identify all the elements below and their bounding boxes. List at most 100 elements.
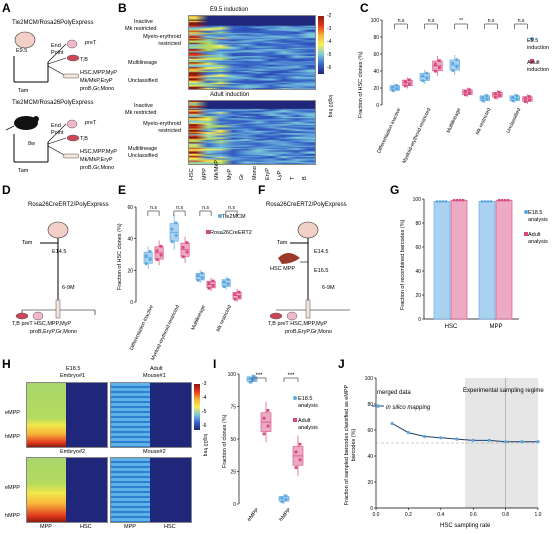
b-col-label: Mono	[252, 166, 258, 180]
y-tick-label: 0	[130, 300, 133, 306]
sig-bracket	[514, 23, 528, 29]
h-colorbar	[194, 384, 200, 430]
x-tick-label: MPP	[489, 324, 502, 330]
b-col-label: HSC	[189, 168, 195, 180]
data-point	[159, 244, 163, 248]
data-point	[404, 80, 407, 84]
h-title1: E18.5	[66, 366, 81, 372]
sig-bracket	[173, 210, 186, 216]
b-scale-3: -5	[327, 52, 332, 58]
data-point	[181, 255, 185, 259]
data-point	[498, 90, 501, 94]
y-tick-label: 0	[418, 317, 421, 323]
data-point	[237, 290, 241, 294]
d-schematic	[15, 221, 96, 321]
panel-letter-f: F	[258, 183, 266, 197]
e-boxplot: 0 20 40 60 n.s Differentiation inactive n.s Mye…	[127, 205, 242, 362]
data-point	[144, 254, 148, 258]
b-col-label: EryP	[264, 168, 271, 180]
sig-label: n.s	[228, 205, 235, 211]
j-regime-label: Experimental sampling regime	[463, 388, 544, 394]
i-legend-2: Adult analysis	[298, 418, 318, 431]
data-point	[174, 233, 178, 237]
b2-row-inactive: Inactive	[134, 103, 153, 109]
data-point	[423, 434, 427, 439]
data-point	[226, 277, 230, 281]
data-point	[406, 431, 410, 435]
data-point	[144, 262, 148, 266]
y-tick-label: 100	[413, 197, 422, 203]
x-tick-label: hMPP	[278, 507, 292, 523]
data-point	[451, 61, 455, 65]
b-title2: Adult induction	[210, 92, 250, 98]
data-point	[395, 87, 399, 91]
y-tick-label: 40	[127, 237, 133, 243]
legend-marker	[376, 404, 380, 408]
data-point	[485, 94, 489, 98]
data-point	[421, 74, 425, 78]
c-legend-2: Adult induction	[527, 60, 550, 73]
data-point	[536, 440, 540, 444]
b-scale-title: log10 freq	[327, 95, 333, 118]
data-point	[455, 437, 459, 441]
data-point	[453, 199, 456, 202]
panel-letter-j: J	[338, 357, 345, 371]
data-point	[489, 200, 493, 203]
data-point	[455, 65, 459, 69]
a-out2-1: T,B	[80, 136, 88, 142]
x-tick-label: Differentiation inactive	[376, 107, 402, 154]
thymus-icon	[32, 311, 44, 321]
y-tick-label: 20	[127, 268, 133, 274]
data-point	[421, 79, 425, 83]
legend-marker-e185	[293, 396, 297, 400]
bone-icon	[305, 299, 311, 319]
bar	[495, 199, 513, 320]
c-ylabel: Fraction of HSC clones (%)	[358, 51, 364, 118]
b-row-unclass: Unclassified	[128, 78, 158, 84]
a-out1-4: proB,Gr,Mono	[80, 86, 115, 92]
heatmap-cells	[189, 101, 315, 164]
legend-marker-e95	[530, 37, 534, 41]
thymus-icon	[286, 311, 298, 321]
y-tick-label: 0	[233, 502, 236, 508]
data-point	[294, 466, 298, 469]
data-point	[252, 374, 256, 378]
e-ylabel: Fraction of HSC clones (%)	[117, 223, 123, 290]
j-ylabel: Fraction of sampled barcodes classified …	[344, 384, 357, 506]
d-age-label: 6-9M	[62, 285, 75, 291]
b-colorbar	[318, 16, 324, 74]
d-bottom2: proB,EryP,Gr,Mono	[30, 329, 77, 335]
data-point	[222, 280, 226, 284]
data-point	[468, 91, 471, 95]
d-tam-label: Tam	[22, 240, 33, 246]
b-heatmap-e95	[188, 15, 316, 90]
data-point	[262, 416, 266, 420]
i-boxplot: 0 25 50 75 100 *** eMPP *** hMPP	[228, 372, 304, 523]
e-legend-1: Tie2MCM	[222, 214, 246, 220]
sig-bracket	[484, 23, 498, 29]
c-boxplot: 0 20 40 60 80 100 n.s Differentiation inactive n…	[371, 18, 534, 165]
g-legend-2: Adult analysis	[528, 232, 548, 245]
data-point	[233, 297, 237, 301]
data-point	[487, 438, 491, 442]
y-tick-label: 80	[367, 402, 373, 408]
data-point	[237, 295, 241, 299]
b-row-mk: Mk restricted	[125, 26, 157, 32]
legend-marker-adult	[524, 232, 528, 236]
liver-icon	[278, 253, 300, 264]
data-point	[196, 278, 200, 282]
b-col-label: LyP	[277, 170, 284, 180]
panel-letter-h: H	[2, 357, 11, 371]
data-point	[464, 93, 467, 97]
x-tick-label: Multilineage	[446, 107, 463, 134]
legend-marker-adult	[293, 418, 297, 422]
f-e165-label: E16.5	[314, 268, 329, 274]
data-point	[266, 424, 270, 428]
i-ylabel: Fraction of clones (%)	[222, 414, 228, 469]
a-8w-label: 8w	[28, 141, 36, 147]
data-point	[511, 99, 515, 103]
h-x-hsc2: HSC	[164, 524, 176, 530]
bar	[478, 201, 496, 320]
data-point	[155, 249, 159, 253]
y-tick-label: 40	[367, 454, 373, 460]
